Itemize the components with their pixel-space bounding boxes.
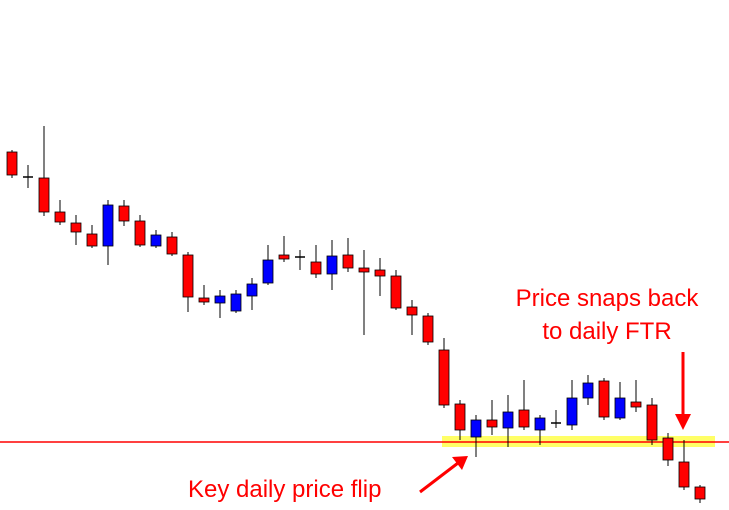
candle-body bbox=[6, 151, 18, 176]
candle-body bbox=[358, 267, 370, 273]
annotation: Key daily price flip bbox=[188, 476, 381, 503]
candle-body bbox=[182, 254, 194, 298]
candle-body bbox=[214, 295, 226, 304]
candle-body bbox=[86, 233, 98, 247]
arrow-head bbox=[452, 456, 468, 470]
plot bbox=[0, 126, 729, 503]
candle-body bbox=[118, 205, 130, 222]
candle-body bbox=[518, 409, 530, 428]
candle-body bbox=[406, 306, 418, 316]
candle-body bbox=[310, 261, 322, 275]
candle-body bbox=[630, 401, 642, 408]
candle-body bbox=[134, 220, 146, 246]
candle-body bbox=[534, 417, 546, 431]
candle-body bbox=[438, 349, 450, 406]
candle-body bbox=[390, 275, 402, 309]
candle-body bbox=[374, 269, 386, 277]
candle-body bbox=[326, 255, 338, 275]
candle-body bbox=[38, 177, 50, 213]
candle-body bbox=[198, 297, 210, 303]
candle-body bbox=[70, 222, 82, 233]
candle-body bbox=[54, 211, 66, 223]
candle-body bbox=[662, 437, 674, 461]
candle-body bbox=[486, 419, 498, 428]
candle-body bbox=[646, 404, 658, 441]
arrow bbox=[419, 461, 459, 494]
candle-body bbox=[342, 254, 354, 269]
candle-body bbox=[582, 382, 594, 399]
candle-body bbox=[422, 315, 434, 343]
candle-body bbox=[230, 293, 242, 312]
candle-body bbox=[470, 419, 482, 438]
annotation: to daily FTR bbox=[542, 318, 671, 345]
candle-body bbox=[102, 204, 114, 247]
candle-body bbox=[566, 397, 578, 426]
candle-body bbox=[166, 236, 178, 255]
candle-body bbox=[278, 254, 290, 260]
candle-body bbox=[502, 411, 514, 429]
candle-body bbox=[614, 397, 626, 419]
candle-body bbox=[678, 461, 690, 488]
candle-body bbox=[150, 234, 162, 247]
candle-body bbox=[694, 486, 706, 500]
candle-body bbox=[598, 380, 610, 418]
candle-body bbox=[454, 403, 466, 431]
arrow-head bbox=[675, 414, 691, 430]
candle-body bbox=[262, 259, 274, 284]
annotation: Price snaps back bbox=[516, 285, 700, 312]
candle-body bbox=[246, 283, 258, 297]
